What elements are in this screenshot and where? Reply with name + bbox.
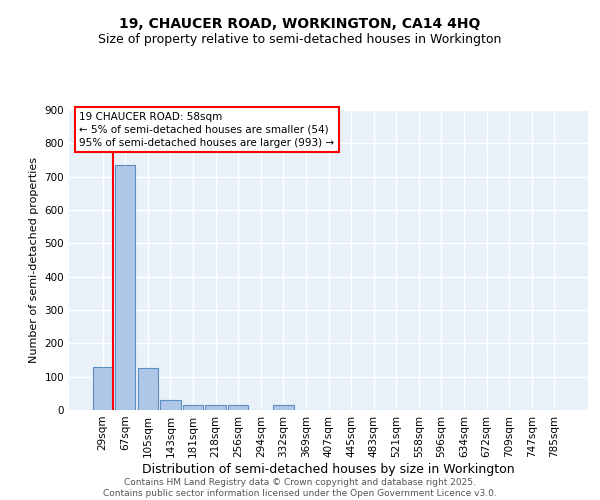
Bar <box>183 405 203 410</box>
Text: Contains HM Land Registry data © Crown copyright and database right 2025.
Contai: Contains HM Land Registry data © Crown c… <box>103 478 497 498</box>
Text: 19 CHAUCER ROAD: 58sqm
← 5% of semi-detached houses are smaller (54)
95% of semi: 19 CHAUCER ROAD: 58sqm ← 5% of semi-deta… <box>79 112 335 148</box>
Bar <box>92 366 113 410</box>
Bar <box>273 405 293 410</box>
Bar <box>205 405 226 410</box>
Bar <box>138 368 158 410</box>
X-axis label: Distribution of semi-detached houses by size in Workington: Distribution of semi-detached houses by … <box>142 462 515 475</box>
Text: 19, CHAUCER ROAD, WORKINGTON, CA14 4HQ: 19, CHAUCER ROAD, WORKINGTON, CA14 4HQ <box>119 18 481 32</box>
Text: Size of property relative to semi-detached houses in Workington: Size of property relative to semi-detach… <box>98 32 502 46</box>
Bar <box>160 400 181 410</box>
Bar <box>228 405 248 410</box>
Bar <box>115 165 136 410</box>
Y-axis label: Number of semi-detached properties: Number of semi-detached properties <box>29 157 39 363</box>
